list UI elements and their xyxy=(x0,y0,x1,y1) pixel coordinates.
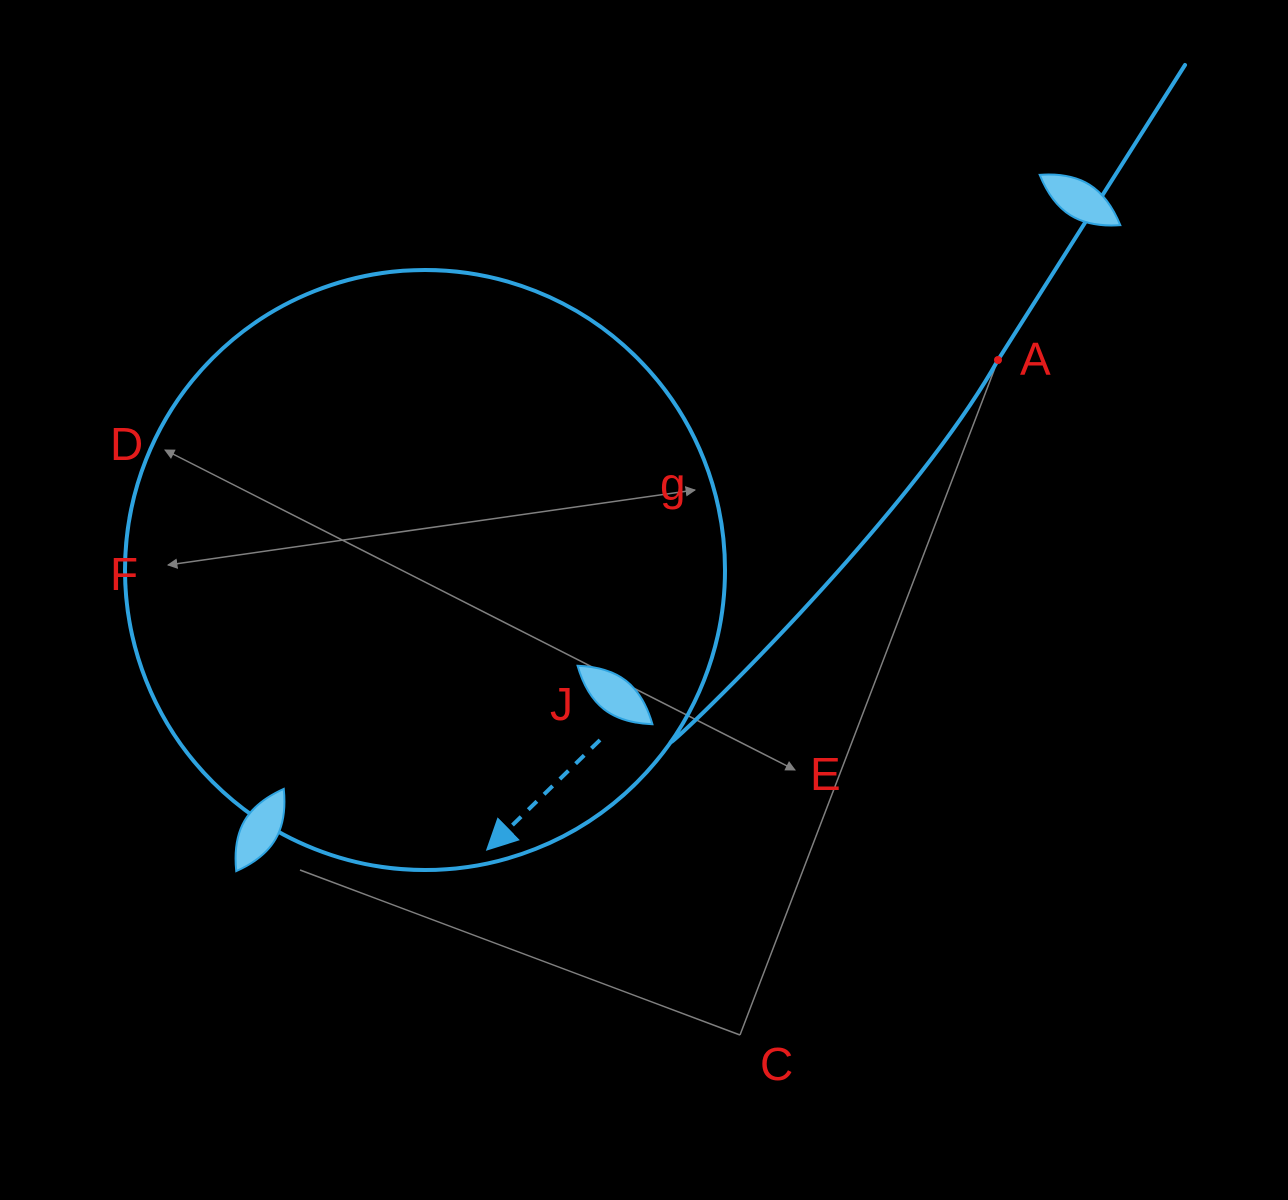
label-F: F xyxy=(110,548,138,600)
label-A: A xyxy=(1020,333,1051,385)
label-g: g xyxy=(660,458,686,510)
orbit-path xyxy=(125,65,1185,870)
reference-dots xyxy=(994,356,1002,364)
boat-markers xyxy=(221,160,1130,881)
label-C: C xyxy=(760,1038,793,1090)
diagram-canvas: A Dg F J E C xyxy=(0,0,1288,1200)
dashed-arrow xyxy=(495,740,600,842)
point-labels: A Dg F J E C xyxy=(110,333,1051,1090)
label-E: E xyxy=(810,748,841,800)
label-D: D xyxy=(110,418,143,470)
construction-lines xyxy=(165,360,998,1035)
label-J: J xyxy=(550,678,573,730)
